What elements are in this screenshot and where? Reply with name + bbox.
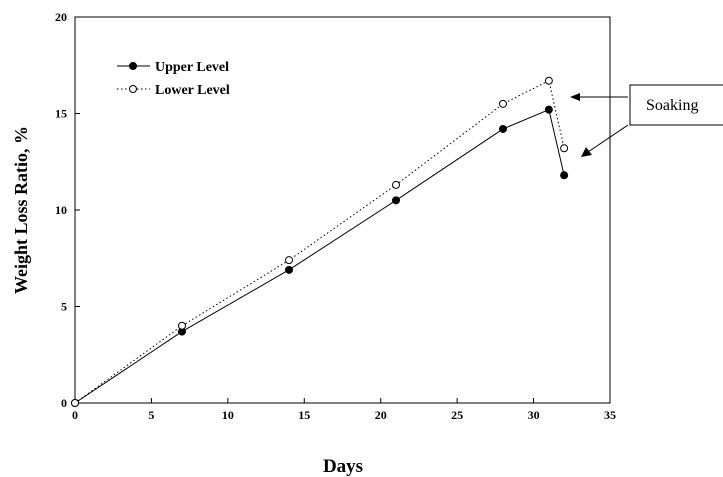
x-tick-label: 0 xyxy=(72,408,78,422)
series-line-upper-level xyxy=(75,110,564,403)
legend-marker-upper-level xyxy=(130,63,137,70)
y-tick-label: 5 xyxy=(61,300,67,314)
series-layer xyxy=(72,77,568,406)
annotation-arrow-lower xyxy=(588,125,628,152)
legend-label-lower-level: Lower Level xyxy=(155,83,230,98)
data-point-upper-level xyxy=(500,125,507,132)
arrowhead-upper xyxy=(570,93,580,101)
x-tick-label: 20 xyxy=(375,408,387,422)
data-point-lower-level xyxy=(179,322,186,329)
y-tick-label: 10 xyxy=(55,203,67,217)
x-tick-label: 10 xyxy=(222,408,234,422)
data-point-upper-level xyxy=(286,266,293,273)
data-point-upper-level xyxy=(393,197,400,204)
y-axis-title: Weight Loss Ratio, % xyxy=(11,126,31,294)
y-axis: 0 5 10 15 20 xyxy=(55,10,80,410)
annotation-label: Soaking xyxy=(646,97,698,114)
x-axis-title: Days xyxy=(323,456,363,477)
series-line-lower-level xyxy=(75,81,564,403)
arrowhead-lower xyxy=(581,147,592,157)
y-tick-label: 15 xyxy=(55,107,67,121)
data-point-upper-level xyxy=(545,106,552,113)
x-tick-label: 25 xyxy=(451,408,463,422)
x-tick-label: 15 xyxy=(298,408,310,422)
data-point-lower-level xyxy=(72,400,79,407)
legend: Upper Level Lower Level xyxy=(117,60,230,98)
legend-label-upper-level: Upper Level xyxy=(155,60,229,75)
data-point-lower-level xyxy=(500,100,507,107)
data-point-lower-level xyxy=(393,181,400,188)
x-tick-label: 35 xyxy=(604,408,616,422)
x-tick-label: 5 xyxy=(148,408,154,422)
data-point-lower-level xyxy=(286,257,293,264)
x-axis: 0 5 10 15 20 25 30 35 xyxy=(72,398,616,422)
soaking-annotation: Soaking xyxy=(570,85,723,157)
data-point-upper-level xyxy=(561,172,568,179)
y-tick-label: 20 xyxy=(55,10,67,24)
data-point-lower-level xyxy=(545,77,552,84)
y-tick-label: 0 xyxy=(61,396,67,410)
data-point-lower-level xyxy=(561,145,568,152)
x-tick-label: 30 xyxy=(528,408,540,422)
legend-marker-lower-level xyxy=(130,86,137,93)
